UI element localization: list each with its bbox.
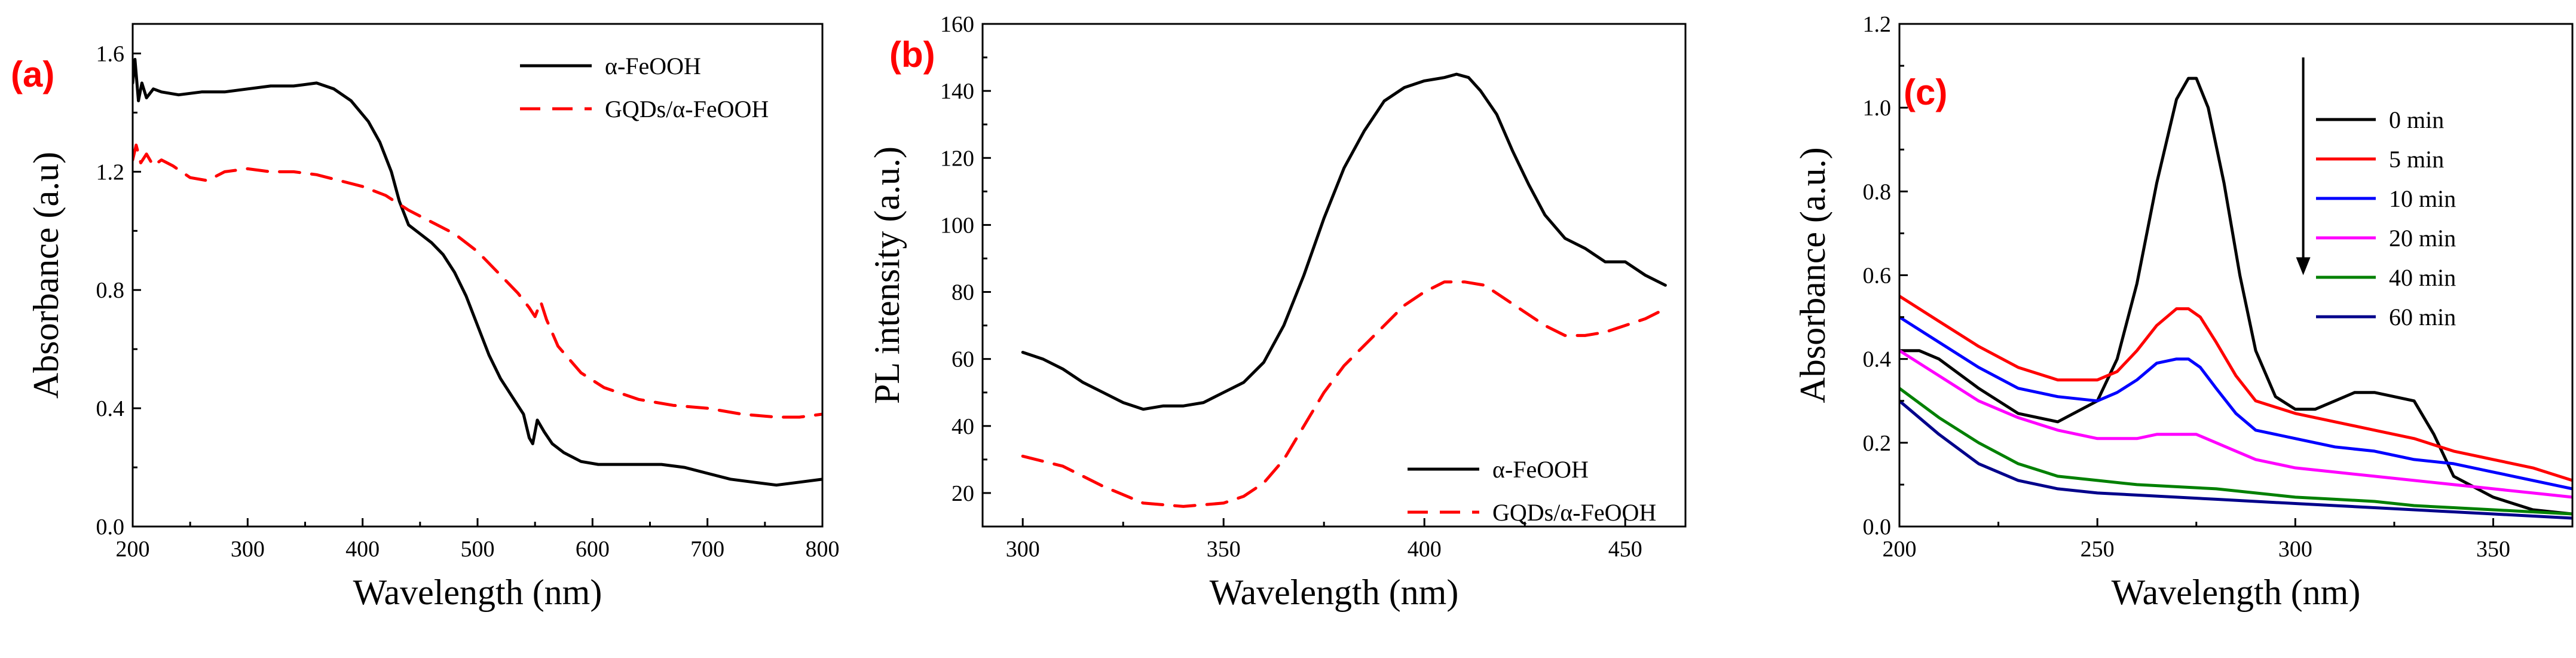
x-tick-label: 300 (2278, 537, 2312, 562)
x-tick-label: 400 (345, 537, 380, 562)
x-axis-label: Wavelength (nm) (353, 573, 602, 612)
x-tick-label: 350 (2476, 537, 2510, 562)
y-tick-label: 1.2 (1863, 12, 1892, 37)
x-tick-label: 800 (806, 537, 840, 562)
y-tick-label: 1.0 (1863, 96, 1892, 121)
x-tick-label: 600 (576, 537, 610, 562)
chart-panel-b: 300 350 400 450 20 40 60 80 100 120 140 160 Waveleng… (867, 12, 1687, 612)
y-tick-label: 0.2 (1863, 431, 1892, 456)
legend-entry-label: 10 min (2389, 185, 2456, 212)
y-tick-label: 80 (952, 280, 974, 305)
legend-entry-label: GQDs/α-FeOOH (605, 96, 769, 123)
x-tick-label: 250 (2081, 537, 2115, 562)
x-tick-label: 450 (1608, 537, 1642, 562)
panel-label: (b) (889, 35, 935, 75)
series-line-0-0 (133, 57, 822, 487)
y-tick-label: 0.4 (96, 396, 125, 421)
y-tick-label: 160 (940, 12, 974, 37)
legend-entry-label: 5 min (2389, 146, 2444, 173)
x-tick-label: 700 (690, 537, 724, 562)
legend-entry-label: GQDs/α-FeOOH (1492, 499, 1656, 526)
y-tick-label: 1.2 (96, 160, 125, 185)
y-tick-label: 1.6 (96, 41, 125, 66)
legend-entry-label: 0 min (2389, 106, 2444, 133)
x-tick-label: 400 (1408, 537, 1442, 562)
x-tick-label: 300 (1006, 537, 1040, 562)
chart-panel-a: 200 300 400 500 600 700 800 0.0 0.4 0.8 1.2 1.6 Wave… (11, 23, 840, 612)
x-tick-label: 500 (461, 537, 495, 562)
y-tick-label: 100 (940, 213, 974, 238)
panel-label: (c) (1904, 72, 1947, 112)
x-tick-label: 200 (1883, 537, 1917, 562)
legend-entry-label: α-FeOOH (605, 53, 701, 79)
x-tick-label: 350 (1207, 537, 1241, 562)
series-line-2-4 (1899, 387, 2572, 516)
x-axis-label: Wavelength (nm) (1210, 573, 1459, 612)
x-axis-label: Wavelength (nm) (2112, 573, 2361, 612)
legend-entry-label: α-FeOOH (1492, 456, 1589, 483)
panel-label: (a) (11, 54, 54, 94)
y-tick-label: 0.0 (1863, 515, 1892, 540)
y-tick-label: 40 (952, 414, 974, 439)
series-line-0-1 (133, 143, 822, 419)
series-line-2-1 (1899, 295, 2572, 482)
series-line-1-0 (1021, 72, 1667, 411)
y-tick-label: 20 (952, 481, 974, 506)
series-line-2-3 (1899, 349, 2572, 499)
y-tick-label: 140 (940, 79, 974, 104)
legend-entry-label: 40 min (2389, 264, 2456, 291)
y-tick-label: 0.8 (96, 278, 125, 303)
decrease-arrow-head (2296, 257, 2311, 276)
y-tick-label: 0.6 (1863, 264, 1892, 289)
plot-frame (981, 23, 1687, 528)
series-line-1-1 (1021, 280, 1667, 508)
chart-panel-c: 200 250 300 350 0.0 0.2 0.4 0.6 0.8 1.0 1.2 Wavelen… (1793, 12, 2574, 612)
y-tick-label: 0.8 (1863, 179, 1892, 204)
legend-entry-label: 20 min (2389, 225, 2456, 252)
series-line-2-0 (1899, 76, 2572, 516)
y-tick-label: 0.4 (1863, 347, 1892, 372)
x-tick-label: 300 (231, 537, 265, 562)
y-tick-label: 60 (952, 347, 974, 372)
y-axis-label: Absorbance (a.u) (26, 152, 66, 399)
series-line-2-2 (1899, 316, 2572, 491)
series-line-2-5 (1899, 399, 2572, 520)
x-tick-label: 200 (116, 537, 150, 562)
y-axis-label: PL intensity (a.u.) (867, 146, 907, 404)
legend-entry-label: 60 min (2389, 304, 2456, 330)
y-tick-label: 120 (940, 146, 974, 171)
y-axis-label: Absorbance (a.u.) (1793, 147, 1832, 403)
y-tick-label: 0.0 (96, 515, 125, 540)
